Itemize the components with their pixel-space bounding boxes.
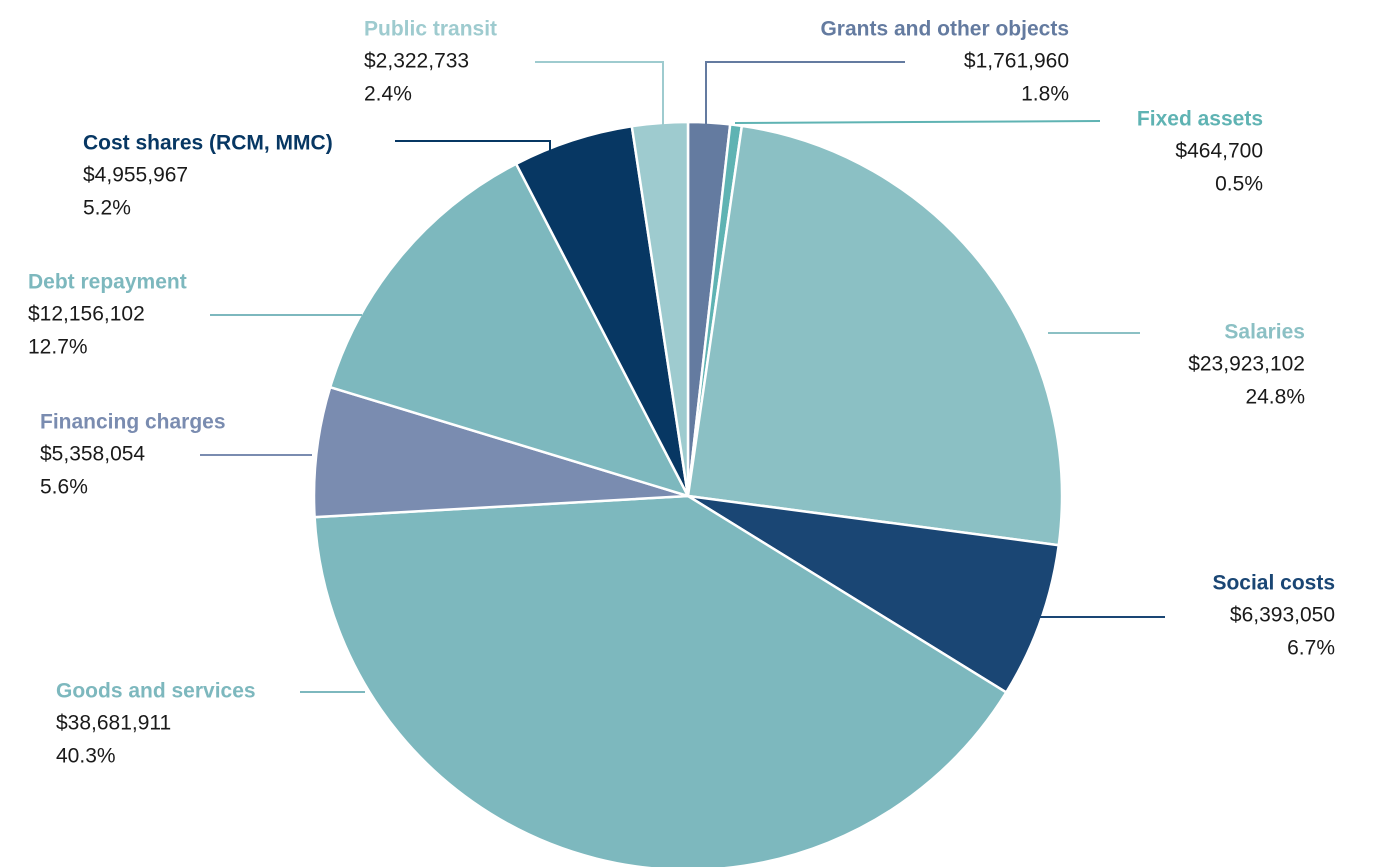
percent-label: 5.6% <box>40 476 88 499</box>
slice-name: Cost shares (RCM, MMC) <box>83 132 333 155</box>
pie-slice <box>687 494 1061 695</box>
percent-label: 1.8% <box>1021 83 1069 106</box>
percent-label: 12.7% <box>28 336 88 359</box>
amount-label: $1,761,960 <box>964 50 1069 73</box>
slice-name: Public transit <box>364 18 497 41</box>
amount-label: $5,358,054 <box>40 443 145 466</box>
pie-slice <box>313 494 1008 867</box>
leader-line <box>535 61 664 125</box>
slice-name: Social costs <box>1212 572 1335 595</box>
pie-slice <box>630 120 690 497</box>
percent-label: 6.7% <box>1287 637 1335 660</box>
slice-name: Goods and services <box>56 680 256 703</box>
slice-name: Fixed assets <box>1137 108 1263 131</box>
amount-label: $2,322,733 <box>364 50 469 73</box>
pie-slice <box>686 124 1064 547</box>
slice-name: Grants and other objects <box>820 18 1069 41</box>
leader-line <box>705 61 905 125</box>
pie-slice <box>328 162 691 499</box>
leader-line <box>395 140 551 155</box>
leader-line <box>734 120 1101 124</box>
percent-label: 40.3% <box>56 745 116 768</box>
amount-label: $6,393,050 <box>1230 604 1335 627</box>
amount-label: $464,700 <box>1175 140 1263 163</box>
percent-label: 5.2% <box>83 197 131 220</box>
amount-label: $12,156,102 <box>28 303 145 326</box>
amount-label: $4,955,967 <box>83 164 188 187</box>
percent-label: 0.5% <box>1215 173 1263 196</box>
amount-label: $38,681,911 <box>56 712 171 735</box>
pie-slice <box>312 385 689 519</box>
percent-label: 2.4% <box>364 83 412 106</box>
slice-name: Salaries <box>1224 321 1305 344</box>
slice-name: Debt repayment <box>28 271 187 294</box>
slice-name: Financing charges <box>40 411 226 434</box>
amount-label: $23,923,102 <box>1188 353 1305 376</box>
percent-label: 24.8% <box>1245 386 1305 409</box>
